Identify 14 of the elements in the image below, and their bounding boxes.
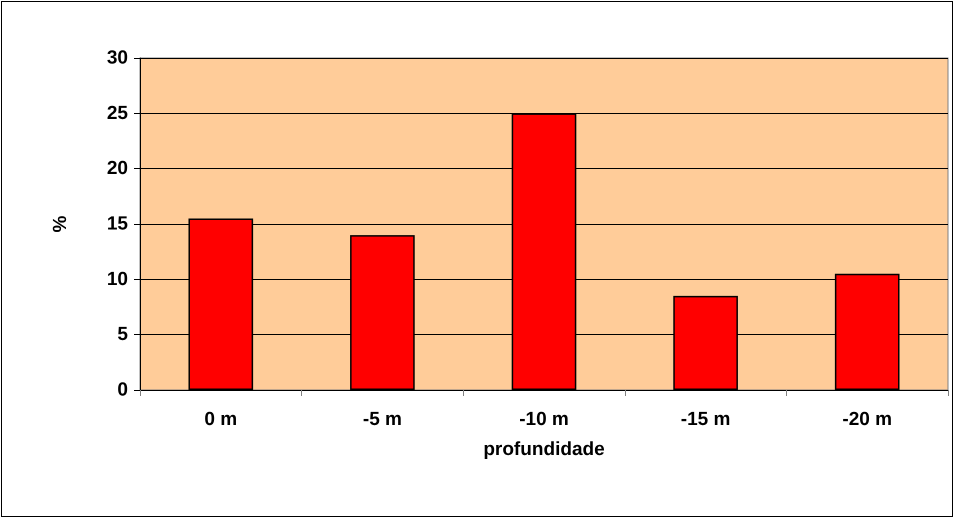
x-tick-label: 0 m	[204, 409, 238, 430]
x-axis-title: profundidade	[483, 439, 605, 460]
x-tick-label: -15 m	[680, 409, 730, 430]
x-tick-label: -10 m	[519, 409, 569, 430]
y-tick-label: 30	[106, 48, 128, 68]
x-tick-label: -5 m	[362, 409, 402, 430]
y-tick-label: 20	[106, 158, 128, 180]
y-tick-label: 10	[106, 268, 128, 290]
x-tick-label: -20 m	[842, 409, 892, 430]
y-tick-label: 15	[106, 214, 128, 234]
y-axis-title: %	[50, 215, 71, 232]
y-tick-label: 25	[106, 102, 128, 124]
y-tick-label: 5	[117, 324, 128, 346]
y-tick-label: 0	[117, 380, 128, 400]
